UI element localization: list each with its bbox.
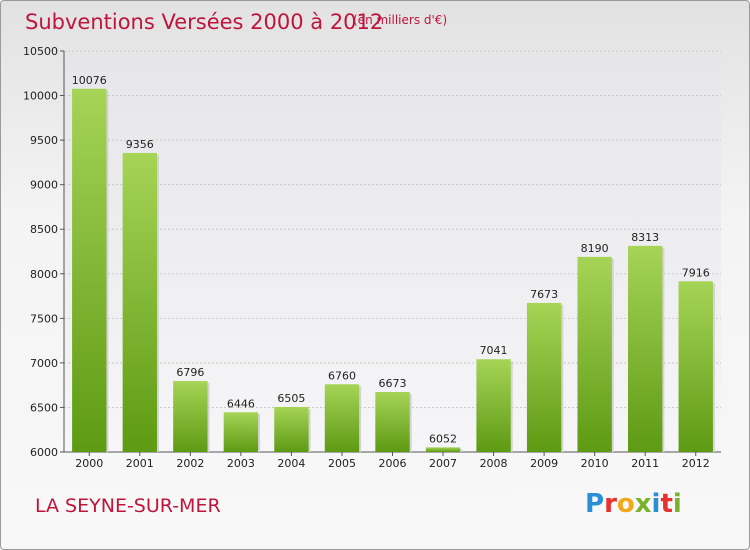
x-tick-label: 2004 [277, 457, 305, 470]
y-tick-label: 9000 [30, 179, 58, 192]
y-tick-label: 7500 [30, 312, 58, 325]
bar [72, 88, 107, 452]
x-tick-label: 2009 [530, 457, 558, 470]
x-tick-label: 2002 [176, 457, 204, 470]
x-tick-label: 2001 [126, 457, 154, 470]
logo-letter: i [672, 489, 682, 519]
logo-letter: r [604, 489, 617, 519]
data-label: 6760 [328, 369, 356, 382]
data-label: 8313 [631, 231, 659, 244]
data-label: 9356 [126, 138, 154, 151]
logo-letter: o [616, 489, 635, 519]
bar [628, 245, 663, 452]
x-tick-label: 2000 [75, 457, 103, 470]
bar [425, 447, 461, 452]
logo-letter: P [585, 489, 605, 519]
x-tick-label: 2006 [379, 457, 407, 470]
data-label: 6052 [429, 432, 457, 445]
data-label: 7916 [682, 266, 710, 279]
data-label: 8190 [581, 242, 609, 255]
x-tick-label: 2007 [429, 457, 457, 470]
y-tick-label: 6500 [30, 401, 58, 414]
data-label: 7673 [530, 288, 558, 301]
y-tick-label: 6000 [30, 446, 58, 459]
bar [223, 412, 259, 452]
x-tick-label: 2011 [631, 457, 659, 470]
y-tick-label: 9500 [30, 134, 58, 147]
y-tick-label: 10000 [23, 90, 58, 103]
chart-unit: (en milliers d'€) [353, 13, 448, 27]
bar [577, 256, 612, 452]
data-label: 7041 [480, 344, 508, 357]
x-tick-label: 2008 [480, 457, 508, 470]
x-tick-label: 2012 [682, 457, 710, 470]
bar [375, 392, 410, 452]
data-label: 6673 [379, 377, 407, 390]
logo-letter: x [634, 489, 652, 519]
logo-letter: i [651, 489, 661, 519]
data-label: 10076 [72, 74, 107, 87]
y-tick-label: 10500 [23, 45, 58, 58]
logo-letter: t [660, 489, 673, 519]
data-label: 6505 [277, 392, 305, 405]
bar [476, 359, 511, 452]
city-name: LA SEYNE-SUR-MER [35, 495, 221, 517]
y-tick-label: 8500 [30, 223, 58, 236]
chart-title: Subventions Versées 2000 à 2012 [25, 10, 384, 34]
plot-area [64, 51, 721, 452]
y-tick-label: 7000 [30, 357, 58, 370]
proxiti-logo: Proxiti [585, 489, 682, 519]
bar [678, 281, 713, 452]
bar [274, 406, 309, 452]
bar [526, 302, 562, 452]
y-tick-label: 8000 [30, 268, 58, 281]
bar [324, 384, 360, 452]
bar [173, 381, 208, 452]
data-label: 6796 [176, 366, 204, 379]
data-label: 6446 [227, 397, 255, 410]
x-tick-label: 2005 [328, 457, 356, 470]
bar [122, 152, 157, 452]
x-tick-label: 2003 [227, 457, 255, 470]
x-tick-label: 2010 [581, 457, 609, 470]
